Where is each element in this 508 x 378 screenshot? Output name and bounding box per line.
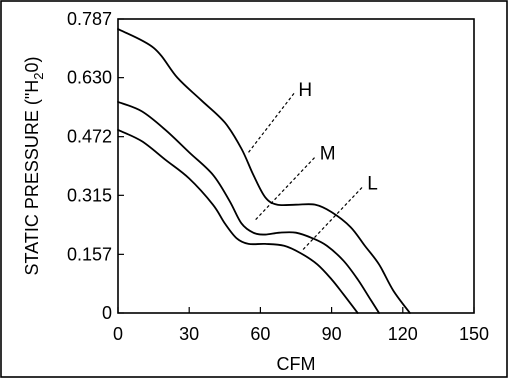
leader-line-l — [302, 185, 364, 250]
x-tick-label: 0 — [113, 324, 123, 344]
x-tick-label: 60 — [250, 324, 270, 344]
x-tick-label: 150 — [459, 324, 489, 344]
x-tick-label: 30 — [179, 324, 199, 344]
y-tick-label: 0.472 — [67, 127, 112, 147]
series-line-l — [117, 129, 359, 314]
y-tick-label: 0.315 — [67, 185, 112, 205]
series-label-h: H — [298, 80, 312, 101]
y-tick-label: 0.787 — [67, 9, 112, 29]
y-tick-label: 0.157 — [67, 244, 112, 264]
y-axis-title-main: STATIC PRESSURE ("H — [22, 80, 42, 276]
y-axis-title-end: 0) — [22, 57, 42, 73]
leader-line-m — [255, 155, 317, 221]
y-tick-label: 0 — [102, 303, 112, 323]
leader-line-h — [248, 92, 295, 153]
series-line-h — [117, 28, 411, 314]
svg-text:STATIC PRESSURE ("H20): STATIC PRESSURE ("H20) — [22, 57, 46, 276]
series-label-m: M — [320, 143, 336, 164]
series-line-m — [117, 101, 380, 314]
x-tick-label: 90 — [322, 324, 342, 344]
plot-area-frame — [117, 18, 475, 314]
y-axis-title: STATIC PRESSURE ("H20) — [22, 57, 46, 276]
x-axis-title: CFM — [277, 354, 316, 374]
y-axis-title-subscript: 2 — [31, 73, 46, 80]
y-tick-label: 0.630 — [67, 68, 112, 88]
x-tick-label: 120 — [388, 324, 418, 344]
series-label-l: L — [367, 173, 378, 194]
